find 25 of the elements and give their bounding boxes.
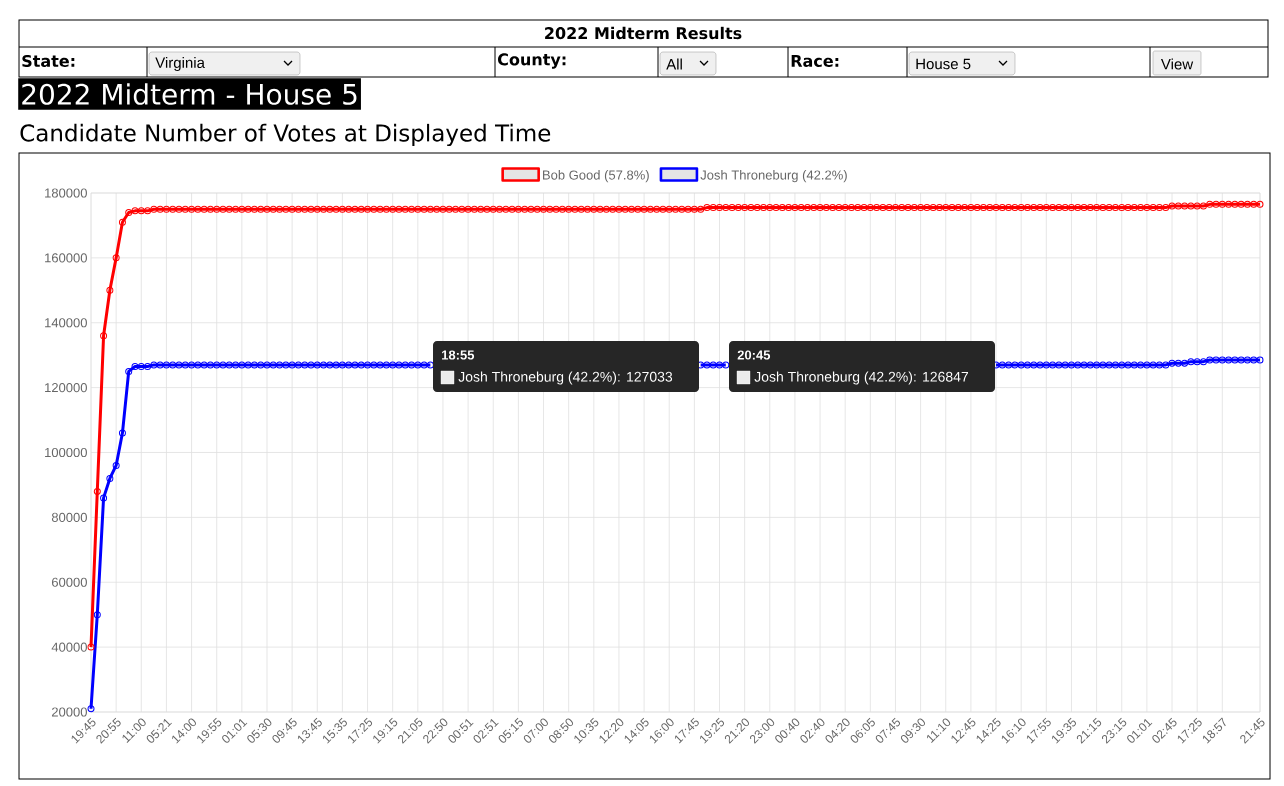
legend-label: Bob Good (57.8%) bbox=[543, 170, 649, 183]
annotation: 20:45 bbox=[737, 350, 771, 360]
y-tick-label: 20000 bbox=[51, 707, 87, 717]
annotation: Josh Throneburg (42.2%): 127033 bbox=[458, 371, 673, 385]
text: 2022 Midterm Results bbox=[545, 26, 742, 40]
chart-subtitle: Candidate Number of Votes at Displayed Time bbox=[20, 123, 551, 147]
y-tick-label: 40000 bbox=[51, 642, 87, 652]
y-tick-label: 140000 bbox=[45, 318, 87, 328]
y-tick-label: 160000 bbox=[45, 253, 87, 263]
text: Race: bbox=[791, 55, 839, 67]
legend-label: Josh Throneburg (42.2%) bbox=[700, 170, 847, 183]
y-tick-label: 80000 bbox=[51, 512, 87, 522]
text: County: bbox=[498, 53, 566, 69]
text: Virginia bbox=[155, 57, 205, 71]
chart-title: 2022 Midterm - House 5 bbox=[22, 83, 357, 105]
text: State: bbox=[22, 54, 75, 68]
annotation: 18:55 bbox=[442, 350, 475, 360]
text: View bbox=[1160, 58, 1194, 70]
text: All bbox=[666, 58, 682, 70]
y-tick-label: 60000 bbox=[51, 577, 87, 587]
text: House 5 bbox=[916, 58, 971, 70]
y-tick-label: 100000 bbox=[45, 447, 87, 458]
y-tick-label: 180000 bbox=[45, 188, 87, 198]
annotation: Josh Throneburg (42.2%): 126847 bbox=[754, 371, 969, 385]
y-tick-label: 120000 bbox=[45, 383, 87, 393]
